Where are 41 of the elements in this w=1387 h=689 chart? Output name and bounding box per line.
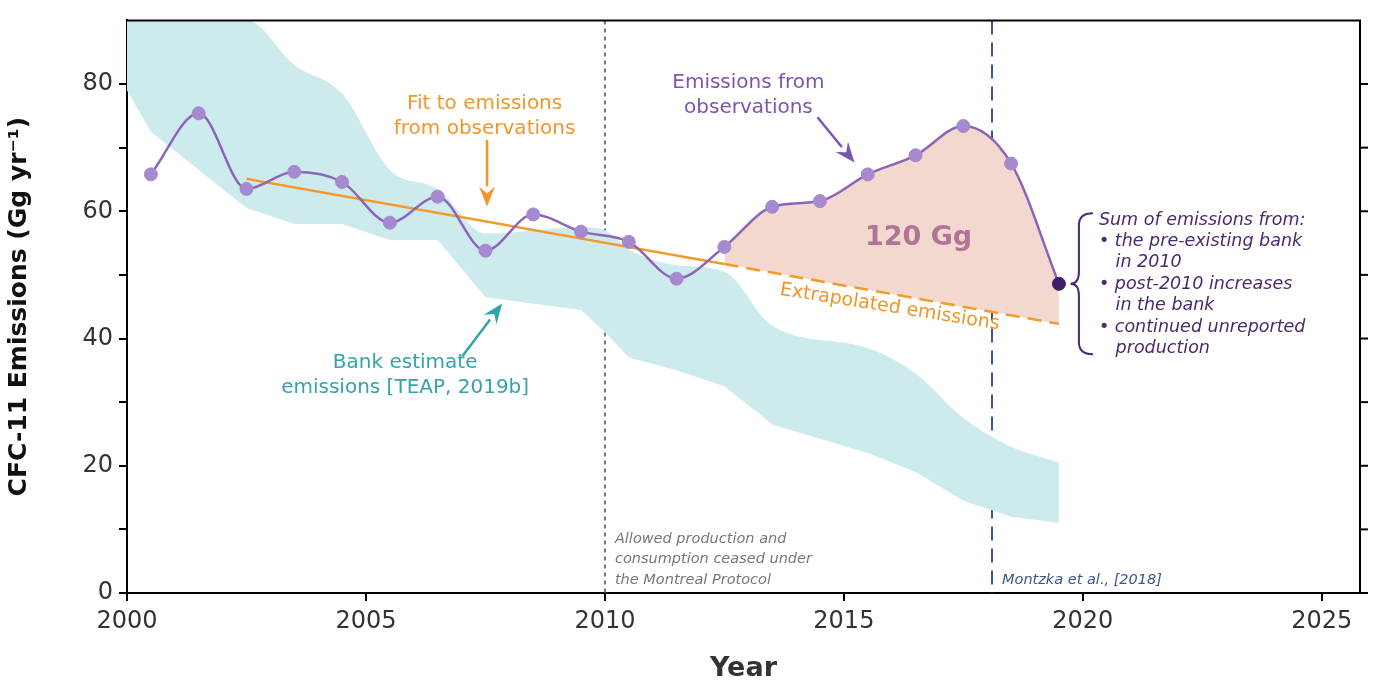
point	[191, 106, 206, 121]
point	[335, 175, 350, 189]
x-tick-label: 2025	[1291, 605, 1353, 634]
point	[812, 194, 827, 209]
point	[382, 215, 397, 230]
point	[1004, 156, 1019, 171]
point	[669, 271, 684, 286]
point	[574, 224, 589, 239]
x-tick-label: 2015	[813, 605, 875, 634]
ref-line-label: Montzka et al., [2018]	[1002, 569, 1162, 589]
annotation: 120 Gg	[864, 218, 973, 253]
point	[287, 164, 302, 179]
point	[717, 239, 732, 254]
x-tick-label: 2005	[335, 605, 397, 634]
annotation: Bank estimate emissions [TEAP, 2019b]	[281, 348, 530, 399]
x-tick-label: 2010	[574, 605, 636, 634]
point	[621, 234, 636, 249]
point	[143, 167, 158, 182]
annotation: Emissions from observations	[672, 68, 825, 119]
point	[765, 199, 780, 214]
point	[478, 243, 493, 258]
annotation: Extrapolated emissions	[778, 277, 1002, 336]
point	[1051, 276, 1066, 291]
x-axis-title: Year	[709, 650, 778, 682]
point	[430, 189, 445, 204]
point	[239, 182, 254, 196]
y-tick-label: 40	[82, 322, 113, 351]
y-tick-label: 0	[97, 577, 113, 606]
annotation: Fit to emissions from observations	[393, 90, 576, 141]
y-tick-label: 20	[82, 449, 113, 478]
ref-line-label: Allowed production and consumption ceased under the Montreal Protocol	[614, 529, 812, 589]
y-tick-label: 80	[82, 68, 113, 97]
point	[860, 167, 875, 182]
point	[908, 148, 923, 163]
point	[526, 207, 541, 222]
x-tick-label: 2000	[96, 605, 158, 634]
annotation: Sum of emissions from: • the pre-existing bank in 2010 • post-2010 increases in the bank • continued unreported production	[1098, 209, 1306, 359]
point	[956, 119, 971, 134]
y-axis-title: CFC-11 Emissions (Gg yr⁻¹)	[2, 116, 32, 497]
x-tick-label: 2020	[1052, 605, 1114, 634]
y-tick-label: 60	[82, 195, 113, 224]
